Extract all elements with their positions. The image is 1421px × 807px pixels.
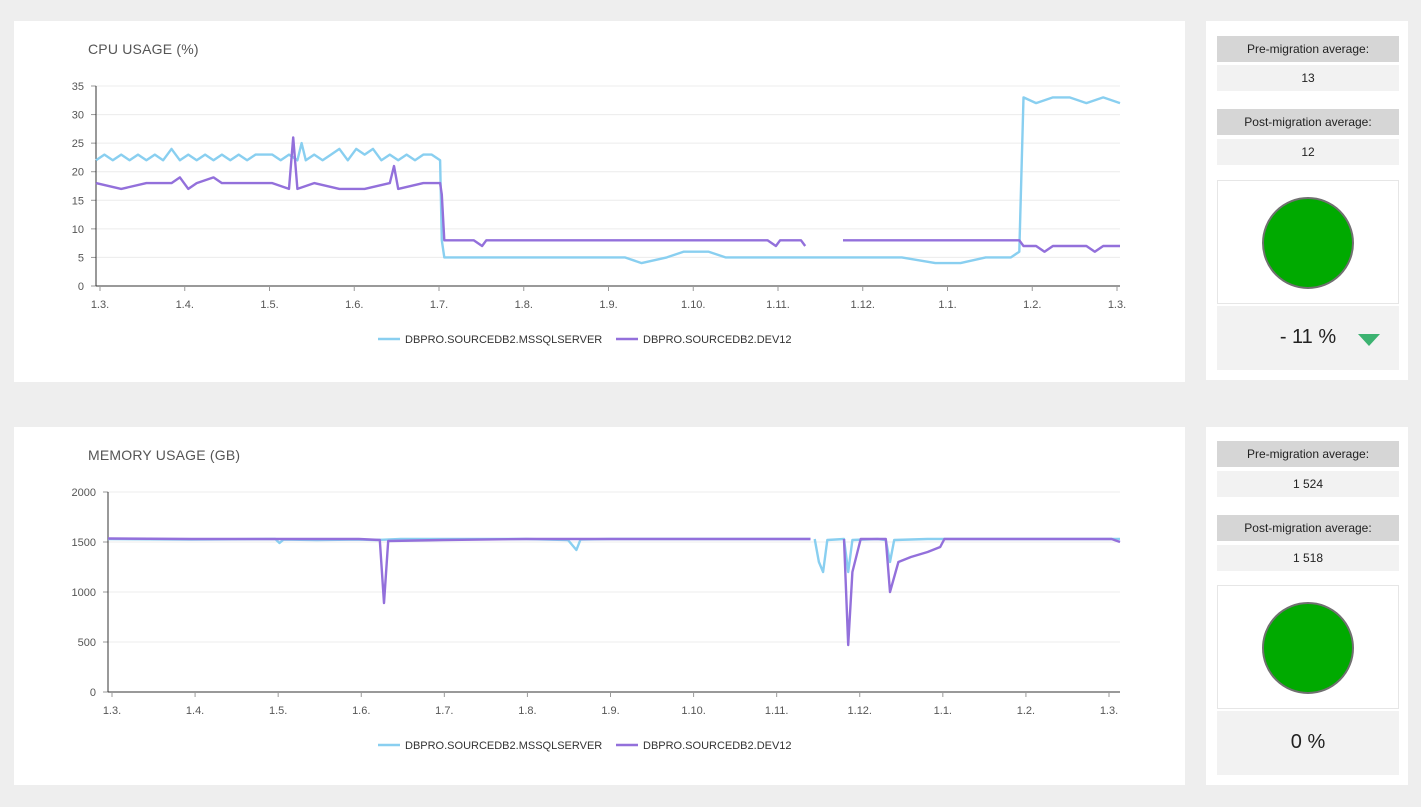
x-tick-label: 1.11. <box>766 299 790 311</box>
legend-label: DBPRO.SOURCEDB2.DEV12 <box>643 740 792 752</box>
x-tick-label: 1.6. <box>345 299 363 311</box>
cpu-change-box: - 11 % <box>1217 306 1399 370</box>
y-tick-label: 2000 <box>72 487 96 499</box>
memory-change-box: 0 % <box>1217 711 1399 775</box>
x-tick-label: 1.1. <box>938 299 956 311</box>
cpu-post-migration-label: Post-migration average: <box>1217 109 1399 135</box>
legend-label: DBPRO.SOURCEDB2.MSSQLSERVER <box>405 740 602 752</box>
x-tick-label: 1.5. <box>260 299 278 311</box>
cpu-chart-title: CPU USAGE (%) <box>88 41 199 57</box>
x-tick-label: 1.8. <box>515 299 533 311</box>
y-tick-label: 0 <box>78 281 84 293</box>
x-tick-label: 1.2. <box>1023 299 1041 311</box>
y-tick-label: 15 <box>72 195 84 207</box>
x-tick-label: 1.1. <box>934 705 952 717</box>
x-tick-label: 1.9. <box>601 705 619 717</box>
y-tick-label: 0 <box>90 687 96 699</box>
y-tick-label: 20 <box>72 167 84 179</box>
x-tick-label: 1.9. <box>599 299 617 311</box>
y-tick-label: 10 <box>72 224 84 236</box>
cpu-pre-migration-label: Pre-migration average: <box>1217 36 1399 62</box>
x-tick-label: 1.3. <box>103 705 121 717</box>
memory-pre-migration-value: 1 524 <box>1217 471 1399 497</box>
memory-status-indicator-box <box>1217 585 1399 709</box>
x-tick-label: 1.3. <box>91 299 109 311</box>
x-tick-label: 1.7. <box>435 705 453 717</box>
memory-chart-panel: MEMORY USAGE (GB) 0 500 1000 1500 2000 1.3. 1.… <box>14 427 1185 785</box>
memory-post-migration-label: Post-migration average: <box>1217 515 1399 541</box>
cpu-status-indicator <box>1262 197 1354 289</box>
memory-status-indicator <box>1262 602 1354 694</box>
x-tick-label: 1.11. <box>765 705 789 717</box>
memory-chart: 0 500 1000 1500 2000 1.3. 1.4. 1.5. 1.6. 1.7. 1.8.… <box>72 487 1121 752</box>
x-tick-label: 1.2. <box>1017 705 1035 717</box>
y-tick-label: 30 <box>72 110 84 122</box>
y-tick-label: 500 <box>78 637 96 649</box>
x-tick-label: 1.4. <box>186 705 204 717</box>
y-tick-label: 1500 <box>72 537 96 549</box>
y-tick-label: 5 <box>78 252 84 264</box>
cpu-post-migration-value: 12 <box>1217 139 1399 165</box>
x-tick-label: 1.3. <box>1108 299 1126 311</box>
legend-label: DBPRO.SOURCEDB2.DEV12 <box>643 334 792 346</box>
series-line-dev12 <box>95 136 1120 253</box>
x-tick-label: 1.4. <box>176 299 194 311</box>
memory-change-value: 0 % <box>1290 731 1326 753</box>
x-tick-label: 1.12. <box>848 705 872 717</box>
y-tick-label: 35 <box>72 81 84 93</box>
series-line-mssqlserver <box>95 96 1121 265</box>
cpu-change-value: - 11 % <box>1279 326 1337 348</box>
trend-down-icon <box>1358 334 1380 346</box>
cpu-pre-migration-value: 13 <box>1217 65 1399 91</box>
cpu-summary-panel: Pre-migration average: 13 Post-migration… <box>1206 21 1408 380</box>
legend-label: DBPRO.SOURCEDB2.MSSQLSERVER <box>405 334 602 346</box>
y-tick-label: 1000 <box>72 587 96 599</box>
memory-post-migration-value: 1 518 <box>1217 545 1399 571</box>
memory-summary-panel: Pre-migration average: 1 524 Post-migrat… <box>1206 427 1408 785</box>
x-tick-label: 1.6. <box>352 705 370 717</box>
x-tick-label: 1.10. <box>681 705 705 717</box>
x-tick-label: 1.5. <box>269 705 287 717</box>
x-tick-label: 1.12. <box>851 299 875 311</box>
cpu-chart: 0 5 10 15 20 25 30 35 1.3. 1.4. 1.5. 1.6. 1.7. 1.8. 1.… <box>72 81 1126 346</box>
cpu-chart-panel: CPU USAGE (%) 0 5 10 15 20 25 30 35 1.3. 1.4. 1.5.… <box>14 21 1185 382</box>
x-tick-label: 1.10. <box>681 299 705 311</box>
memory-chart-title: MEMORY USAGE (GB) <box>88 447 241 463</box>
x-tick-label: 1.7. <box>430 299 448 311</box>
series-line-dev12 <box>107 537 1121 647</box>
memory-pre-migration-label: Pre-migration average: <box>1217 441 1399 467</box>
y-tick-label: 25 <box>72 138 84 150</box>
x-tick-label: 1.3. <box>1100 705 1118 717</box>
series-line-mssqlserver <box>107 537 1120 574</box>
x-tick-label: 1.8. <box>518 705 536 717</box>
cpu-status-indicator-box <box>1217 180 1399 304</box>
